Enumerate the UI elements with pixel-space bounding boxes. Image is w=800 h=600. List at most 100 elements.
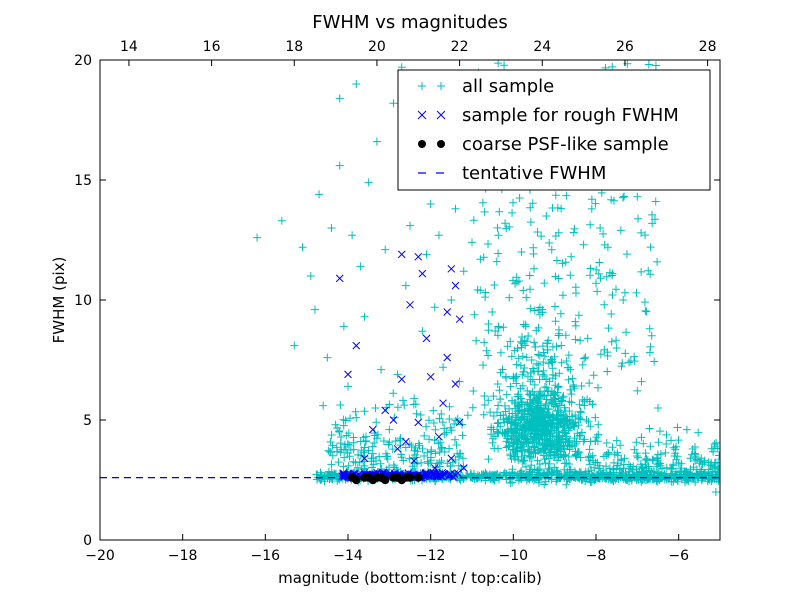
- point-all-sample: [551, 317, 560, 326]
- point-all-sample: [508, 445, 517, 454]
- point-all-sample: [409, 454, 418, 463]
- legend-label: tentative FWHM: [462, 163, 606, 184]
- legend-label: coarse PSF-like sample: [462, 134, 669, 155]
- point-all-sample: [551, 272, 560, 281]
- point-all-sample: [543, 408, 552, 417]
- point-all-sample: [357, 446, 366, 455]
- point-all-sample: [487, 430, 496, 439]
- point-all-sample: [540, 279, 549, 288]
- point-all-sample: [593, 287, 602, 296]
- point-all-sample: [379, 437, 388, 446]
- point-all-sample: [572, 452, 581, 461]
- point-all-sample: [446, 462, 455, 471]
- point-all-sample: [530, 264, 538, 273]
- point-all-sample: [571, 468, 580, 477]
- point-rough-sample: [360, 454, 369, 463]
- point-all-sample: [557, 397, 566, 406]
- point-all-sample: [327, 430, 336, 439]
- point-all-sample: [422, 250, 431, 259]
- point-all-sample: [431, 449, 440, 458]
- point-all-sample: [351, 407, 360, 416]
- point-all-sample: [424, 416, 433, 425]
- point-all-sample: [524, 439, 533, 448]
- point-all-sample: [571, 411, 580, 420]
- point-all-sample: [335, 94, 344, 103]
- point-all-sample: [526, 218, 535, 227]
- point-all-sample: [495, 386, 504, 395]
- point-all-sample: [567, 412, 576, 421]
- point-all-sample: [561, 258, 570, 267]
- point-all-sample: [445, 414, 454, 423]
- point-all-sample: [370, 429, 379, 438]
- point-all-sample: [541, 446, 550, 455]
- point-all-sample: [655, 476, 664, 485]
- point-all-sample: [488, 308, 497, 317]
- point-all-sample: [319, 401, 328, 410]
- point-all-sample: [586, 271, 595, 280]
- point-all-sample: [545, 238, 554, 247]
- point-all-sample: [647, 471, 656, 480]
- point-all-sample: [690, 456, 699, 465]
- top-x-tick-label: 16: [203, 39, 221, 55]
- point-all-sample: [495, 207, 504, 216]
- point-all-sample: [703, 477, 712, 486]
- point-all-sample: [489, 392, 498, 401]
- point-all-sample: [704, 465, 713, 474]
- point-all-sample: [416, 411, 425, 420]
- point-all-sample: [476, 286, 485, 295]
- point-all-sample: [603, 367, 612, 376]
- point-all-sample: [463, 411, 472, 420]
- point-all-sample: [596, 274, 605, 283]
- point-all-sample: [591, 413, 600, 422]
- point-all-sample: [478, 198, 487, 207]
- point-all-sample: [331, 420, 340, 429]
- point-all-sample: [525, 413, 534, 422]
- point-all-sample: [576, 453, 585, 462]
- point-all-sample: [586, 437, 595, 446]
- point-all-sample: [686, 465, 695, 474]
- point-rough-sample: [397, 250, 406, 259]
- point-all-sample: [632, 449, 641, 458]
- point-all-sample: [480, 392, 489, 400]
- point-all-sample: [587, 204, 596, 213]
- top-x-tick-label: 28: [699, 39, 717, 55]
- point-all-sample: [519, 456, 528, 465]
- point-all-sample: [371, 456, 380, 465]
- point-all-sample: [337, 432, 346, 441]
- point-all-sample: [356, 262, 365, 271]
- point-all-sample: [596, 350, 605, 359]
- point-all-sample: [576, 408, 585, 417]
- point-all-sample: [484, 455, 493, 464]
- point-rough-sample: [352, 341, 361, 350]
- point-all-sample: [556, 438, 565, 447]
- point-all-sample: [336, 401, 345, 410]
- point-all-sample: [345, 452, 354, 461]
- point-all-sample: [557, 341, 566, 350]
- point-all-sample: [592, 279, 600, 288]
- point-all-sample: [627, 465, 636, 474]
- point-all-sample: [567, 252, 576, 261]
- point-all-sample: [565, 465, 574, 474]
- point-all-sample: [622, 328, 631, 337]
- point-all-sample: [518, 352, 527, 361]
- point-all-sample: [600, 471, 609, 480]
- point-all-sample: [326, 448, 335, 457]
- point-all-sample: [401, 281, 410, 290]
- point-all-sample: [502, 390, 511, 399]
- point-all-sample: [437, 410, 446, 419]
- point-all-sample: [436, 438, 445, 447]
- ticks-layer: −20 −18 −16 −14 −12 −10 −8 −6 14 16 18 20 22 24 26 28 0 5…: [74, 39, 720, 564]
- point-all-sample: [562, 357, 571, 365]
- point-all-sample: [550, 426, 559, 435]
- point-rough-sample: [423, 470, 432, 479]
- point-all-sample: [521, 424, 530, 433]
- point-all-sample: [600, 300, 609, 309]
- point-all-sample: [435, 458, 444, 467]
- point-all-sample: [418, 327, 427, 336]
- point-all-sample: [619, 193, 627, 202]
- point-all-sample: [451, 416, 460, 425]
- point-rough-sample: [406, 300, 414, 309]
- x-tick-label: −12: [416, 548, 446, 564]
- point-all-sample: [326, 437, 335, 446]
